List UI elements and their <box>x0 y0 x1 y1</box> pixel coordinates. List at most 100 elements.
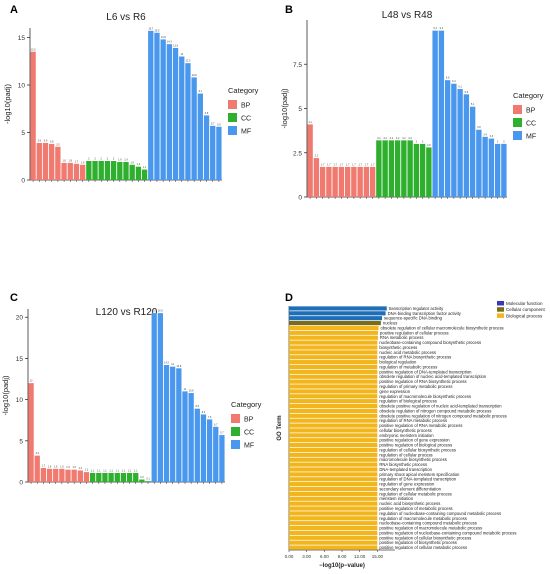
chart-a-ytick-label: 10 <box>18 83 26 90</box>
chart-a-legend-swatch <box>228 126 237 135</box>
chart-b-data-label: 2.2 <box>315 155 319 158</box>
chart-d-category-label: regulation of primary metabolic process <box>379 384 452 389</box>
chart-d-category-label: regulation of metabolic process <box>379 364 437 369</box>
chart-c-legend-label: MF <box>244 443 254 450</box>
chart-c-ytick-label: 0 <box>19 480 23 487</box>
chart-d-category-label: biological regulation <box>379 360 417 365</box>
chart-a-data-label: 14.8 <box>161 36 166 39</box>
chart-b-ytick-label: 7.5 <box>293 62 302 69</box>
chart-a-bar <box>73 163 80 180</box>
chart-b-bar <box>307 124 313 197</box>
chart-d-category-label: DNA-binding transcription factor activit… <box>388 311 462 316</box>
chart-b-ytick-label: 0 <box>298 195 302 202</box>
chart-b-ytick-label: 5 <box>298 106 302 113</box>
chart-a-data-label: 10.8 <box>192 74 197 77</box>
chart-d-category-label: secondary element differentiation <box>379 486 441 491</box>
chart-c: L120 vs R120 0 5 10 15 20 -log10(padj) 12 3.2 1.7… <box>1 307 262 487</box>
chart-b-bar <box>426 147 432 197</box>
chart-d-bar <box>289 360 378 365</box>
chart-c-bar <box>194 408 200 482</box>
chart-d-bar <box>289 433 378 438</box>
chart-b-bar <box>482 136 488 197</box>
chart-d-bar <box>289 428 378 433</box>
chart-d-category-label: regulation of RNA biosynthetic process <box>379 355 451 360</box>
chart-c-bar <box>133 472 139 482</box>
chart-b-data-label: 1.7 <box>340 163 344 166</box>
chart-a-bar <box>123 161 129 180</box>
chart-d-bar <box>289 452 378 457</box>
chart-c-bar <box>206 419 213 482</box>
chart-a-bar <box>49 143 55 180</box>
chart-a-data-label: 13 <box>180 53 183 56</box>
chart-d-bar <box>289 306 387 311</box>
chart-b-data-label: 3.8 <box>477 126 481 129</box>
chart-c-bar <box>71 469 77 482</box>
chart-b-data-label: 1.7 <box>371 163 375 166</box>
chart-c-data-label: 14 <box>171 363 174 366</box>
chart-a-bar <box>36 142 42 180</box>
chart-a-data-label: 2 <box>88 158 90 161</box>
chart-d-bar <box>289 423 378 428</box>
chart-d-category-label: regulation of biological process <box>379 399 437 404</box>
chart-a-data-label: 3.9 <box>38 139 42 142</box>
chart-d-category-label: nucleobase-containing compound biosynthe… <box>379 340 481 345</box>
chart-d-bar <box>289 399 378 404</box>
chart-c-data-label: 1.1 <box>116 469 120 472</box>
chart-d-category-label: regulation of DNA-templated transcriptio… <box>379 477 456 482</box>
chart-c-bar <box>145 481 151 482</box>
chart-c-ytick-label: 10 <box>16 397 24 404</box>
chart-a-data-label: 2 <box>94 158 96 161</box>
chart-a-title: L6 vs R6 <box>106 12 146 23</box>
chart-c-bar <box>114 472 120 482</box>
chart-b-bar <box>494 143 501 197</box>
chart-d-category-label: regulation of nucleobase-containing comp… <box>379 511 501 516</box>
chart-c-bar <box>77 470 83 482</box>
chart-d-bar <box>289 379 378 384</box>
chart-b-data-label: 3.2 <box>377 137 381 140</box>
chart-c-data-label: 1.1 <box>109 469 113 472</box>
chart-b-bar <box>376 140 382 197</box>
chart-c-data-label: 1.2 <box>85 469 89 472</box>
chart-b-data-label: 1.7 <box>365 163 369 166</box>
chart-d-category-label: positive regulation of cellular biosynth… <box>379 535 471 540</box>
chart-d-bar <box>289 535 378 540</box>
chart-d-bar <box>289 486 378 492</box>
chart-c-data-label: 20.5 <box>158 310 163 313</box>
chart-b-data-label: 1.7 <box>346 163 350 166</box>
chart-d-bar <box>289 516 378 521</box>
chart-d-category-label: obsolete regulation of nucleic acid-temp… <box>379 374 487 379</box>
chart-d-category-label: embryonic meristem initiation <box>379 433 434 438</box>
chart-b-bar <box>469 106 476 197</box>
chart-d-bar <box>289 316 383 321</box>
chart-d-category-label: macromolecule biosynthetic process <box>379 457 447 462</box>
chart-c-data-label: 1.6 <box>54 465 58 468</box>
chart-d-category-label: nucleic acid metabolic process <box>379 350 436 355</box>
chart-d-bar <box>289 350 378 355</box>
chart-d-xlabel: −log10(p−value) <box>319 563 365 569</box>
chart-a-bar <box>55 146 61 180</box>
chart-d-bar <box>289 384 378 389</box>
chart-a-data-label: 14.3 <box>167 41 172 44</box>
chart-d-legend-label: Biological process <box>506 313 543 318</box>
chart-c-ylabel: -log10(padj) <box>1 375 10 416</box>
chart-a-legend-title: Category <box>228 86 259 95</box>
chart-b-data-label: 3.3 <box>490 135 494 138</box>
chart-b-data-label: 6.4 <box>452 80 456 83</box>
chart-d-bar <box>289 438 378 443</box>
chart-c-data-label: 0.1 <box>146 478 150 481</box>
chart-c-bar <box>89 472 96 482</box>
chart-c-data-label: 7.6 <box>208 416 212 419</box>
chart-d-ylabel: GO Term <box>277 415 283 440</box>
chart-d-category-label: positive regulation of biosynthetic proc… <box>379 540 457 545</box>
chart-d-category-label: nucleic acid biosynthetic process <box>379 501 440 506</box>
chart-a-data-label: 1.6 <box>81 161 85 164</box>
chart-a-bar <box>98 161 104 180</box>
chart-b-data-label: 3.2 <box>383 137 387 140</box>
chart-a-legend-label: CC <box>241 116 251 123</box>
chart-c-data-label: 5.7 <box>220 432 224 435</box>
chart-a-ylabel: -log10(padj) <box>3 83 12 124</box>
chart-a-data-label: 1.8 <box>69 159 73 162</box>
chart-b-bar <box>451 83 457 197</box>
chart-c-data-label: 3.2 <box>35 452 39 455</box>
